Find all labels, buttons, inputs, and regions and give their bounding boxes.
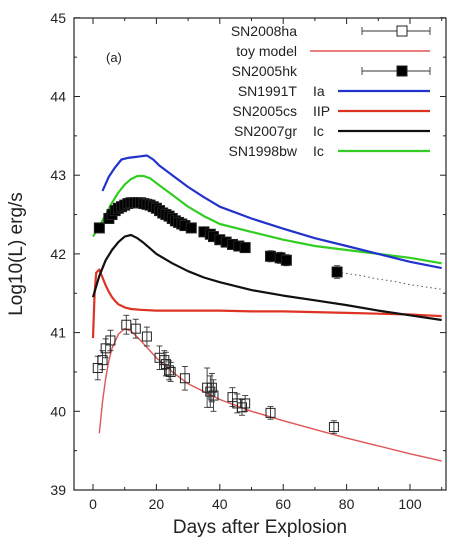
series-line-sn2005cs xyxy=(91,268,442,339)
sn2008ha-point xyxy=(328,422,339,433)
legend-type-label: IIP xyxy=(313,103,330,119)
sn2008ha-point xyxy=(240,398,251,409)
sn2008ha-point xyxy=(130,323,141,334)
legend-type-label: Ic xyxy=(313,143,324,159)
series-line-sn1991t xyxy=(101,154,442,270)
x-axis-ticks: 0 20 40 60 80 100 xyxy=(89,18,443,512)
sn2008ha-point xyxy=(121,319,132,330)
legend-label: SN2008ha xyxy=(231,23,297,39)
sn2005hk-point xyxy=(331,266,343,278)
x-tick-label: 40 xyxy=(212,496,228,512)
x-axis-title: Days after Explosion xyxy=(173,517,347,538)
sn2005hk-point xyxy=(185,222,197,234)
series-layer xyxy=(91,154,442,462)
y-tick-label: 40 xyxy=(50,403,66,419)
sn2008ha-point xyxy=(179,373,190,384)
panel-label: (a) xyxy=(106,50,122,65)
sn2008ha-point xyxy=(265,407,276,418)
sn2008ha-point xyxy=(208,390,219,401)
sn2008ha-point xyxy=(159,355,170,366)
legend-label: SN1998bw xyxy=(229,143,298,159)
legend-label: SN1991T xyxy=(238,83,298,99)
sn2008ha-point xyxy=(205,386,216,397)
series-line-sn2007gr xyxy=(91,233,442,322)
sn2005hk-point xyxy=(93,222,105,234)
legend: SN2008ha toy model SN2005hk SN1991T Ia SN2005… xyxy=(229,23,431,159)
y-axis-title: Log10(L) erg/s xyxy=(6,192,27,316)
legend-type-label: Ic xyxy=(313,123,324,139)
sn2008ha-point xyxy=(164,365,175,376)
legend-label: toy model xyxy=(236,43,297,59)
legend-marker-swatch xyxy=(396,25,408,37)
legend-marker-swatch xyxy=(396,65,408,77)
x-tick-label: 60 xyxy=(275,496,291,512)
legend-type-label: Ia xyxy=(313,83,325,99)
x-tick-label: 100 xyxy=(398,496,422,512)
sn2008ha-point xyxy=(236,402,247,413)
x-tick-label: 20 xyxy=(149,496,165,512)
y-axis-ticks: 39 40 41 42 43 44 45 xyxy=(50,10,446,498)
series-line-toy-model xyxy=(98,328,442,462)
sn2005hk-extension-line xyxy=(337,271,442,290)
x-tick-label: 0 xyxy=(89,496,97,512)
series-line-sn1998bw xyxy=(92,174,442,265)
legend-label: SN2005cs xyxy=(232,103,297,119)
sn2008ha-point xyxy=(165,366,176,377)
x-tick-label: 80 xyxy=(339,496,355,512)
sn2005hk-point xyxy=(265,250,277,262)
sn2005hk-point xyxy=(280,254,292,266)
sn2005hk-point xyxy=(239,242,251,254)
sn2008ha-point xyxy=(206,382,217,393)
legend-label: SN2007gr xyxy=(234,123,297,139)
y-tick-label: 39 xyxy=(50,482,66,498)
y-tick-label: 42 xyxy=(50,246,66,262)
legend-label: SN2005hk xyxy=(232,63,298,79)
y-tick-label: 43 xyxy=(50,167,66,183)
y-tick-label: 44 xyxy=(50,89,66,105)
sn2008ha-point xyxy=(105,335,116,346)
y-tick-label: 41 xyxy=(50,325,66,341)
y-tick-label: 45 xyxy=(50,10,66,26)
sn2008ha-point xyxy=(97,355,108,366)
sn2008ha-point xyxy=(141,331,152,342)
